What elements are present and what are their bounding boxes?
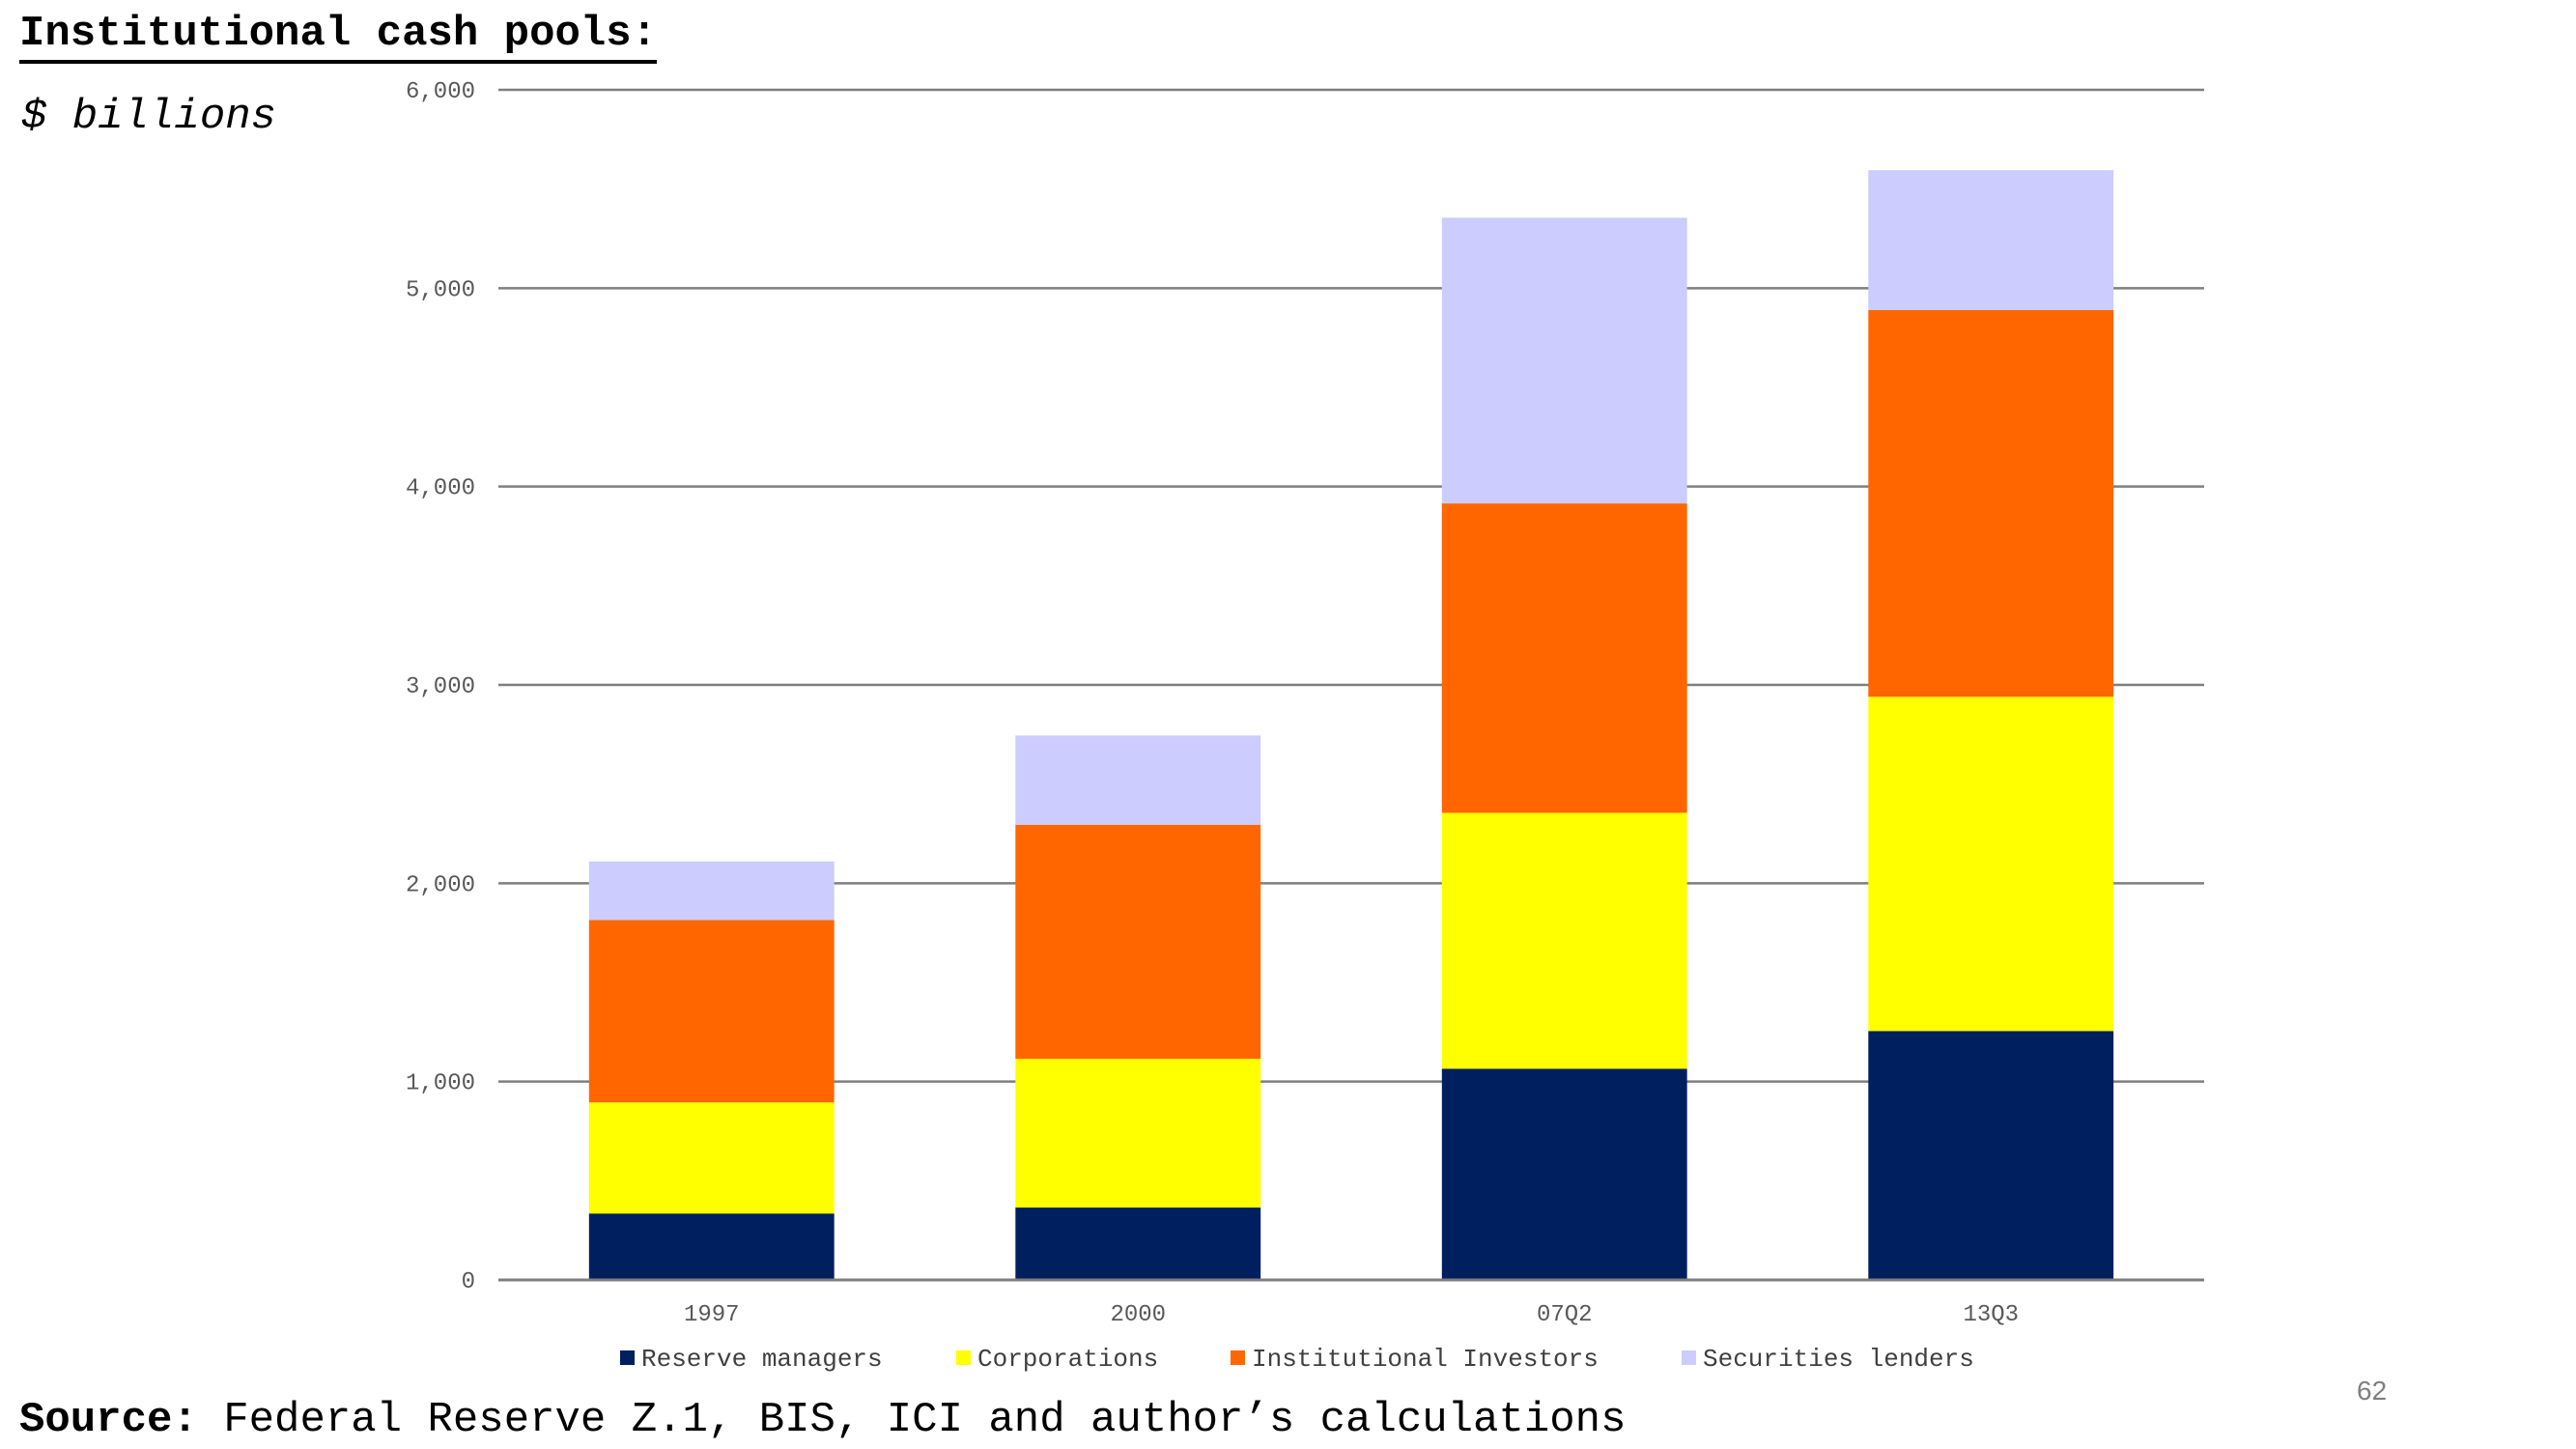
bar-securities-lenders-07Q2 — [1441, 217, 1687, 504]
bar-reserve-managers-2000 — [1015, 1208, 1261, 1280]
y-tick-label: 0 — [462, 1269, 475, 1295]
x-tick-label: 07Q2 — [1537, 1302, 1593, 1328]
y-tick-label: 6,000 — [406, 79, 475, 105]
bar-institutional-investors-07Q2 — [1441, 503, 1687, 813]
chart-subtitle: $ billions — [21, 93, 277, 141]
bar-reserve-managers-07Q2 — [1441, 1068, 1687, 1280]
bar-corporations-1997 — [588, 1102, 835, 1214]
legend-swatch-corporations — [956, 1350, 971, 1365]
source-label: Source: — [19, 1396, 198, 1444]
legend-label-reserve-managers: Reserve managers — [641, 1345, 883, 1374]
y-tick-label: 5,000 — [406, 277, 475, 303]
bar-reserve-managers-13Q3 — [1868, 1031, 2114, 1280]
legend-swatch-reserve-managers — [620, 1350, 635, 1365]
bar-institutional-investors-13Q3 — [1868, 309, 2114, 697]
x-tick-label: 1997 — [684, 1302, 740, 1328]
source-note: Source: Federal Reserve Z.1, BIS, ICI an… — [19, 1396, 1627, 1444]
y-tick-label: 3,000 — [406, 674, 475, 700]
bar-securities-lenders-1997 — [588, 861, 835, 921]
bar-securities-lenders-2000 — [1015, 735, 1261, 825]
x-tick-label: 13Q3 — [1963, 1302, 2019, 1328]
bar-institutional-investors-1997 — [588, 920, 835, 1103]
legend-swatch-securities-lenders — [1682, 1350, 1696, 1365]
bar-corporations-13Q3 — [1868, 696, 2114, 1032]
legend-label-corporations: Corporations — [977, 1345, 1158, 1374]
legend-swatch-institutional-investors — [1231, 1350, 1245, 1365]
bar-corporations-07Q2 — [1441, 812, 1687, 1069]
y-tick-label: 2,000 — [406, 872, 475, 898]
legend-label-institutional-investors: Institutional Investors — [1252, 1345, 1599, 1374]
bar-corporations-2000 — [1015, 1059, 1261, 1208]
bar-securities-lenders-13Q3 — [1868, 170, 2114, 310]
y-tick-label: 4,000 — [406, 476, 475, 502]
source-text: Federal Reserve Z.1, BIS, ICI and author… — [223, 1396, 1627, 1444]
legend-label-securities-lenders: Securities lenders — [1703, 1345, 1974, 1374]
bar-institutional-investors-2000 — [1015, 824, 1261, 1060]
y-tick-label: 1,000 — [406, 1071, 475, 1097]
page-number: 62 — [2357, 1376, 2388, 1406]
chart-title: Institutional cash pools: — [19, 10, 658, 64]
x-tick-label: 2000 — [1110, 1302, 1166, 1328]
bar-reserve-managers-1997 — [588, 1213, 835, 1280]
